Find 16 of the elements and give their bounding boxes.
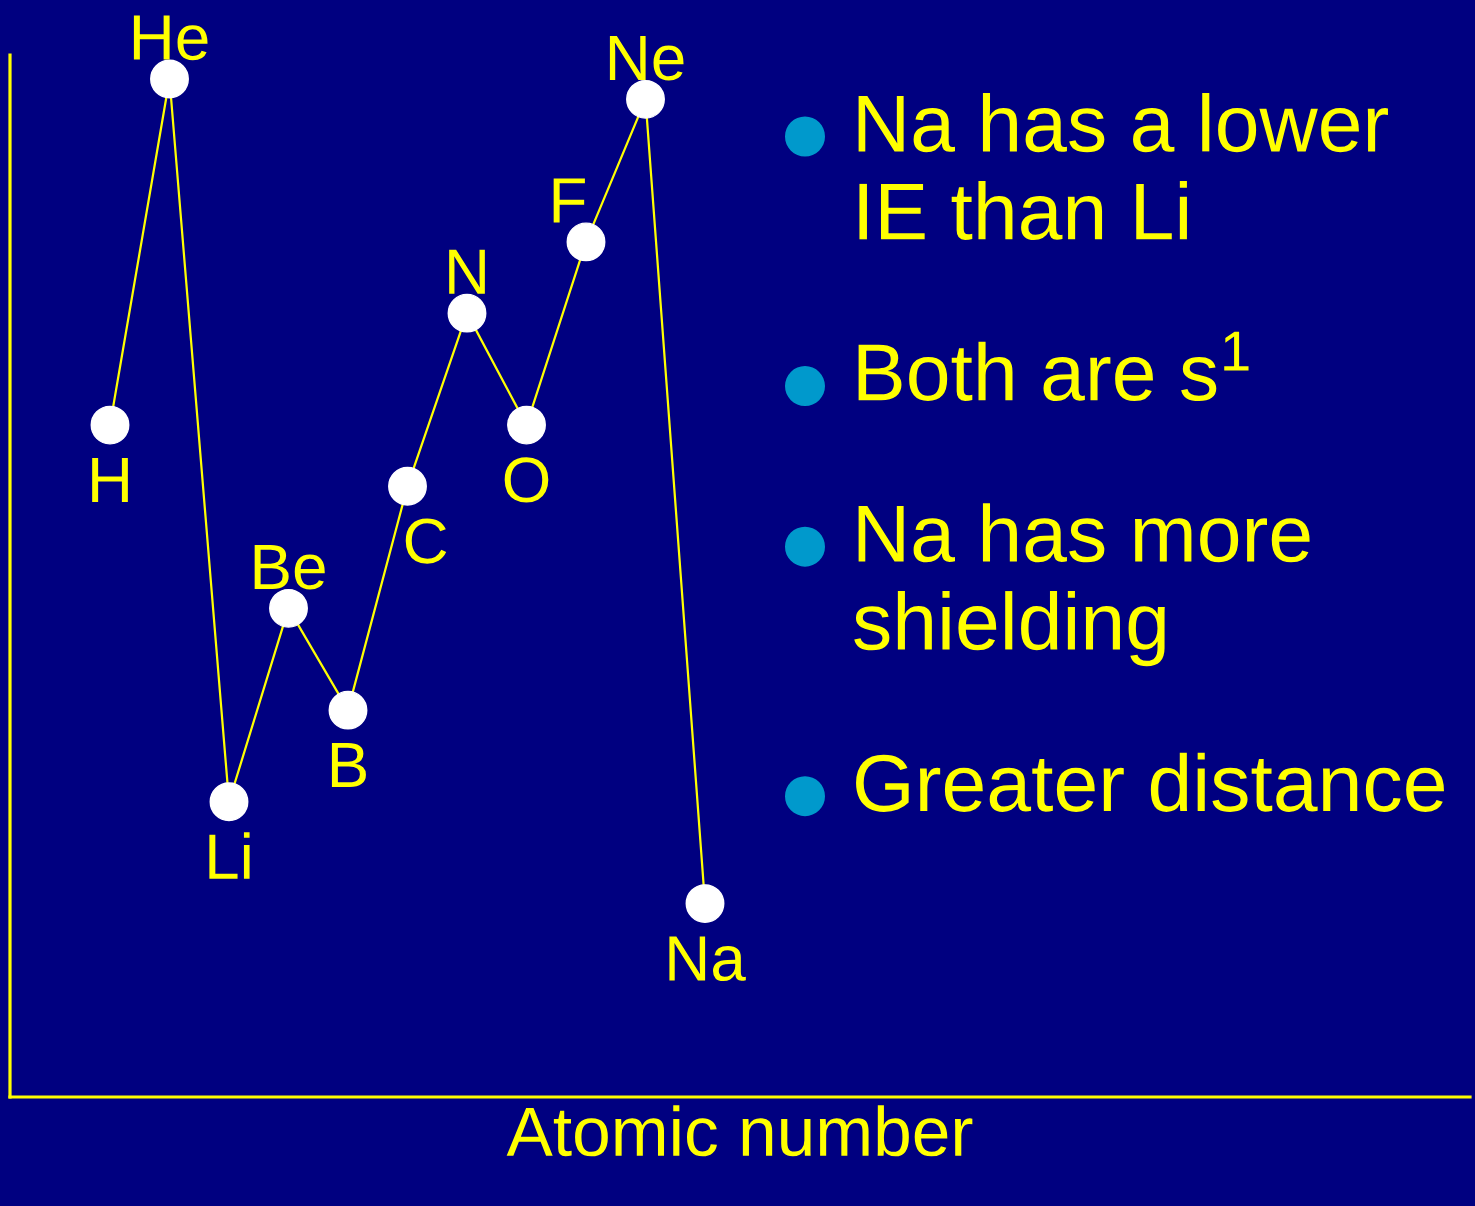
text: Na has a lower IE than Li [858,93,1388,241]
x-tick-label: C [405,518,447,564]
x-tick-label: Li [209,832,250,879]
x-tick-label: O [504,457,549,503]
text: Both are s$^{1}$ [858,331,1249,402]
text: Greater distance [856,752,1444,812]
x-tick-label: F [553,178,585,223]
x-tick-label: Ne [609,35,684,81]
text: Na has more shielding [854,503,1310,667]
x-tick-label: B [331,743,366,788]
x-tick-label: N [449,249,485,294]
x-axis-title: Atomic number [506,1105,973,1157]
x-tick-label: Be [254,544,325,590]
x-tick-label: He [133,15,208,61]
x-tick-label: H [92,458,128,502]
x-tick-label: Na [669,936,746,982]
